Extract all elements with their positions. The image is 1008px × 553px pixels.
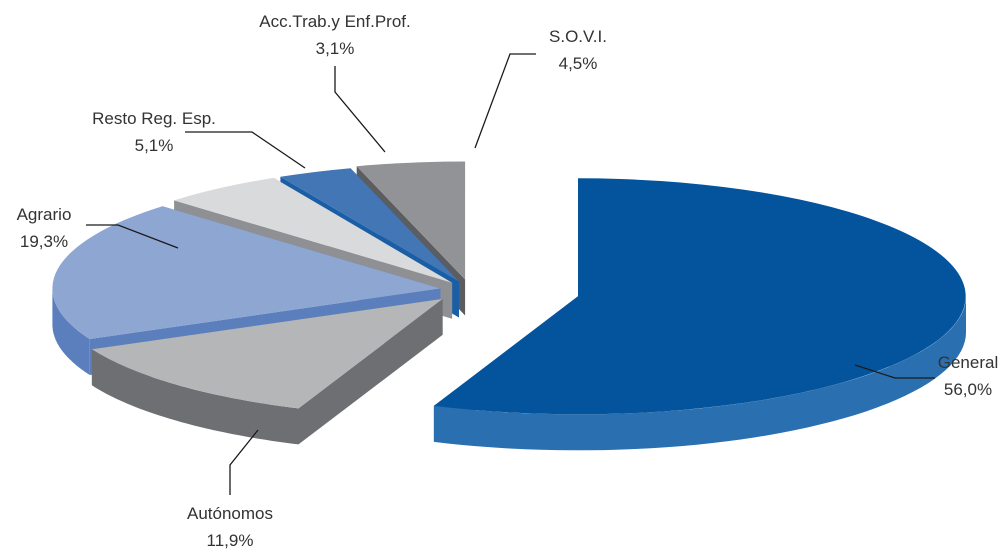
slice-label: General <box>938 353 998 372</box>
slice-rim <box>91 349 299 445</box>
slice-top-face <box>433 178 966 415</box>
label-resto-reg-esp: Resto Reg. Esp. 5,1% <box>92 109 216 155</box>
slice-value-label: 11,9% <box>207 531 254 550</box>
label-acc-trab: Acc.Trab.y Enf.Prof. 3,1% <box>259 12 410 58</box>
slice-top-face <box>91 298 443 409</box>
slice-label: Autónomos <box>187 504 273 523</box>
label-general: General 56,0% <box>938 353 998 399</box>
slice-top-face <box>280 168 459 282</box>
slice-label: Acc.Trab.y Enf.Prof. <box>259 12 410 31</box>
slice-rim <box>433 296 966 451</box>
pie-slices <box>52 161 966 451</box>
slice-label: S.O.V.I. <box>549 27 607 46</box>
leader-line <box>474 53 536 149</box>
slice-value-label: 5,1% <box>135 136 174 155</box>
label-agrario: Agrario 19,3% <box>17 205 72 251</box>
slice-top-face <box>356 161 466 280</box>
slice-top-face <box>52 206 441 339</box>
slice-rim <box>52 288 90 375</box>
label-autonomos: Autónomos 11,9% <box>187 504 273 550</box>
leader-line <box>185 131 306 169</box>
label-sovi: S.O.V.I. 4,5% <box>549 27 607 73</box>
slice-value-label: 19,3% <box>20 232 68 251</box>
leader-line <box>334 66 386 153</box>
slice-label: Agrario <box>17 205 72 224</box>
slice-value-label: 56,0% <box>944 380 992 399</box>
slice-label: Resto Reg. Esp. <box>92 109 216 128</box>
pie-slice <box>91 298 443 445</box>
leader-line <box>229 429 259 495</box>
leader-lines <box>86 53 935 495</box>
slice-value-label: 4,5% <box>559 54 598 73</box>
leader-line <box>854 364 935 379</box>
slice-top-face <box>174 177 453 283</box>
slice-value-label: 3,1% <box>316 39 355 58</box>
leader-line <box>86 224 179 249</box>
pie-slice <box>433 178 966 451</box>
